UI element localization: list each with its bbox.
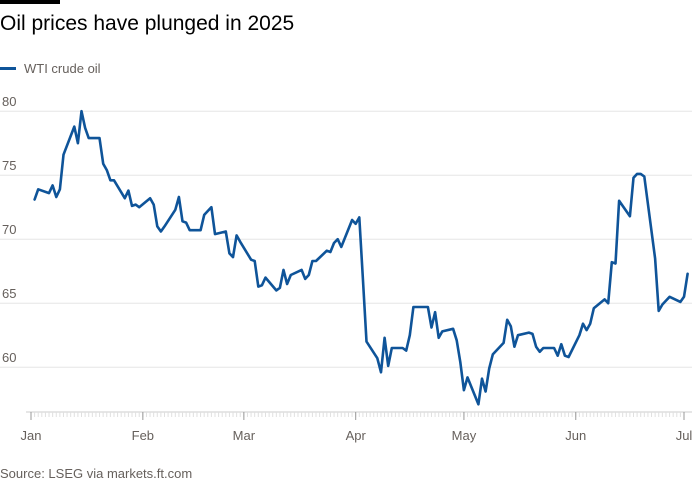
x-tick-label: Jul [676, 428, 693, 443]
y-tick-label: 75 [2, 158, 16, 173]
x-tick-label: Jan [21, 428, 42, 443]
x-tick-label: Jun [565, 428, 586, 443]
y-tick-label: 70 [2, 222, 16, 237]
brand-bar [0, 0, 60, 4]
y-tick-label: 80 [2, 94, 16, 109]
chart-title: Oil prices have plunged in 2025 [0, 12, 295, 35]
legend-label: WTI crude oil [24, 61, 101, 76]
x-tick-label: Mar [233, 428, 256, 443]
y-tick-label: 65 [2, 286, 16, 301]
x-tick-label: Feb [132, 428, 154, 443]
series-line-wti [33, 109, 689, 406]
source-note: Source: LSEG via markets.ft.com [0, 466, 193, 481]
legend: WTI crude oil [0, 61, 101, 76]
y-tick-label: 60 [2, 350, 16, 365]
legend-swatch [0, 67, 16, 70]
x-tick-label: May [452, 428, 477, 443]
x-tick-label: Apr [346, 428, 367, 443]
